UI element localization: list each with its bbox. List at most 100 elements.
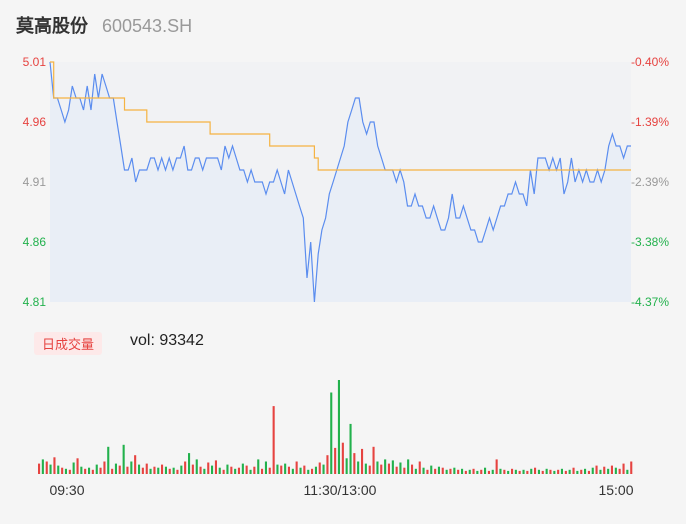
average-price-line [50, 61, 631, 171]
volume-bar [322, 464, 325, 474]
volume-bar [88, 467, 91, 474]
volume-bar [237, 467, 240, 474]
volume-bar [364, 463, 367, 474]
y-right-tick-label: -2.39% [631, 175, 669, 189]
volume-bar [138, 464, 141, 474]
y-left-tick-label: 4.81 [23, 295, 47, 309]
volume-bar [349, 423, 352, 474]
volume-bar [380, 464, 383, 474]
volume-bar [534, 467, 537, 474]
volume-bar [491, 469, 494, 474]
volume-bar [91, 469, 94, 474]
volume-bar [614, 467, 617, 474]
x-tick-label: 11:30/13:00 [304, 482, 377, 498]
y-right-tick-label: -1.39% [631, 115, 669, 129]
volume-bar [372, 446, 375, 474]
volume-bar [172, 467, 175, 474]
y-left-tick-label: 4.86 [23, 235, 47, 249]
volume-bar [526, 470, 529, 474]
volume-bar [222, 469, 225, 474]
volume-bar [311, 468, 314, 474]
volume-bar [287, 466, 290, 474]
volume-bar [430, 465, 433, 474]
volume-value: vol: 93342 [130, 332, 204, 349]
volume-bar [38, 463, 41, 474]
volume-bar [480, 469, 483, 474]
volume-bar [472, 468, 475, 474]
volume-bar [72, 462, 75, 474]
volume-bar [568, 469, 571, 474]
volume-bar [318, 462, 321, 474]
volume-bar [361, 448, 364, 474]
volume-bar [218, 467, 221, 474]
volume-bar [557, 469, 560, 474]
volume-bar [130, 461, 133, 474]
volume-bar [576, 470, 579, 474]
volume-bar [607, 468, 610, 474]
volume-bar [295, 461, 298, 474]
volume-bar [449, 468, 452, 474]
volume-bar [334, 447, 337, 474]
stock-name: 莫高股份 [16, 16, 88, 37]
volume-bar [610, 465, 613, 474]
volume-bar [622, 463, 625, 474]
volume-bar [522, 469, 525, 474]
volume-bar [464, 470, 467, 474]
volume-bar [64, 468, 67, 474]
volume-bar [537, 469, 540, 474]
volume-bar [176, 469, 179, 474]
y-right-tick-label: -4.37% [631, 295, 669, 309]
volume-bar [418, 461, 421, 474]
volume-bar [49, 464, 52, 474]
volume-bar [484, 467, 487, 474]
volume-bar [387, 463, 390, 474]
volume-bar [191, 464, 194, 474]
volume-bar [126, 466, 129, 474]
volume-bar [514, 469, 517, 474]
volume-bar [426, 469, 429, 474]
volume-bar [180, 465, 183, 474]
volume-bar [407, 459, 410, 474]
volume-bar [184, 461, 187, 474]
volume-bar [76, 458, 79, 474]
volume-bar [553, 470, 556, 474]
volume-bar [276, 464, 279, 474]
volume-bar [353, 453, 356, 474]
volume-bar [107, 446, 110, 474]
volume-bar [395, 466, 398, 474]
y-left-tick-label: 4.91 [23, 175, 47, 189]
volume-bar [149, 468, 152, 474]
volume-bar [99, 467, 102, 474]
volume-bar [495, 459, 498, 474]
volume-bar [245, 465, 248, 474]
volume-bar [118, 465, 121, 474]
volume-bar [584, 468, 587, 474]
stock-header: 莫高股份 600543.SH [16, 12, 192, 40]
volume-bar [234, 468, 237, 474]
volume-bar [84, 468, 87, 474]
volume-bar [530, 468, 533, 474]
volume-bar [518, 470, 521, 474]
volume-bar [626, 469, 629, 474]
volume-bar [437, 466, 440, 474]
volume-bar [303, 465, 306, 474]
volume-bar [357, 461, 360, 474]
y-left-tick-label: 5.01 [23, 55, 47, 69]
volume-bar [345, 458, 348, 474]
volume-bar [164, 466, 167, 474]
volume-bar [441, 467, 444, 474]
volume-bar [45, 461, 48, 474]
volume-bar [257, 459, 260, 474]
x-tick-label: 09:30 [49, 482, 84, 498]
volume-bar [399, 462, 402, 474]
volume-bar [403, 467, 406, 474]
price-line [49, 61, 631, 303]
volume-bar [341, 442, 344, 474]
volume-bar [249, 469, 252, 474]
volume-bar [630, 461, 633, 474]
volume-bar [384, 459, 387, 474]
volume-bar [499, 468, 502, 474]
volume-bar [445, 469, 448, 474]
volume-bar [618, 468, 621, 474]
